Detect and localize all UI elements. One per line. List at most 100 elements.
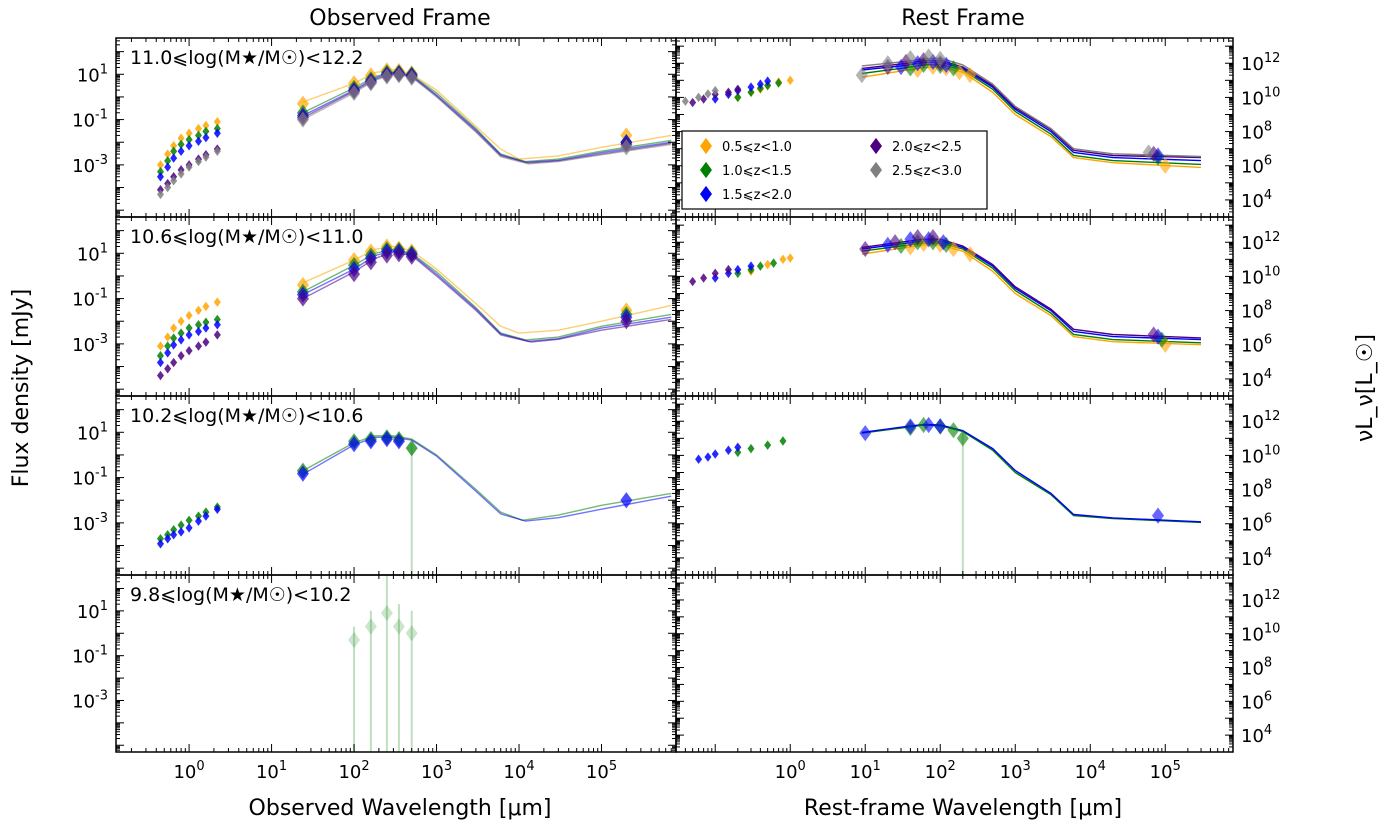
data-point bbox=[164, 182, 172, 193]
data-point bbox=[392, 618, 405, 635]
data-point bbox=[156, 341, 164, 351]
x-tick-label: 104 bbox=[1075, 759, 1106, 783]
model-line bbox=[861, 242, 1202, 344]
y-axis-label-right: νL_ν[L_☉] bbox=[1353, 334, 1378, 442]
model-line bbox=[861, 244, 1202, 346]
y-tick-label-exponent: 1 bbox=[100, 420, 108, 435]
data-point bbox=[900, 53, 913, 70]
y-tick-label-exponent: 10 bbox=[1264, 443, 1281, 458]
observed-panel-3: 101 10-1 10-3 10.2⩽log(M★/M☉)<10.6 bbox=[72, 395, 677, 576]
data-point bbox=[904, 49, 917, 67]
data-point bbox=[202, 120, 210, 131]
panel-label: 10.6⩽log(M★/M☉)<11.0 bbox=[130, 226, 364, 248]
data-point bbox=[296, 95, 309, 112]
observed-data bbox=[156, 238, 672, 381]
data-point bbox=[620, 313, 633, 330]
data-point bbox=[922, 416, 935, 434]
data-point bbox=[711, 268, 719, 279]
y-tick-label-exponent: -1 bbox=[95, 108, 108, 123]
data-point bbox=[170, 175, 178, 186]
y-tick-label-exponent: 12 bbox=[1264, 51, 1281, 66]
data-point bbox=[202, 511, 210, 521]
data-point bbox=[711, 449, 719, 459]
data-point bbox=[940, 56, 953, 73]
y-tick-label: 10-1 bbox=[72, 108, 108, 132]
data-point bbox=[734, 447, 742, 458]
data-point bbox=[185, 162, 193, 172]
rest-data bbox=[689, 228, 1202, 353]
x-tick-label-exponent: 0 bbox=[196, 759, 204, 774]
legend-marker bbox=[700, 161, 712, 179]
x-tick-label: 100 bbox=[775, 759, 806, 783]
data-point bbox=[964, 246, 977, 263]
data-point bbox=[704, 452, 712, 462]
data-point bbox=[185, 523, 193, 533]
data-point bbox=[947, 422, 960, 439]
data-point bbox=[177, 316, 185, 326]
data-point bbox=[202, 126, 210, 137]
data-point bbox=[620, 139, 633, 156]
data-point bbox=[689, 276, 697, 287]
data-point bbox=[202, 301, 210, 312]
data-point bbox=[170, 524, 178, 535]
data-point bbox=[956, 430, 969, 447]
x-tick-label: 103 bbox=[421, 759, 452, 783]
x-tick-label: 101 bbox=[256, 759, 287, 783]
data-point bbox=[934, 418, 947, 435]
y-tick-label: 1010 bbox=[1241, 264, 1280, 288]
y-tick-label: 108 bbox=[1241, 656, 1272, 680]
data-point bbox=[747, 82, 755, 92]
data-point bbox=[213, 297, 221, 307]
data-point bbox=[620, 492, 633, 509]
observed-panel-2: 101 10-1 10-3 10.6⩽log(M★/M☉)<11.0 bbox=[72, 216, 677, 397]
y-tick-label: 106 bbox=[1241, 512, 1272, 536]
data-point bbox=[185, 310, 193, 321]
data-point bbox=[194, 341, 202, 351]
y-tick-label: 108 bbox=[1241, 120, 1272, 144]
data-point bbox=[213, 504, 221, 514]
y-tick-label-exponent: -1 bbox=[95, 644, 108, 659]
axes-frame bbox=[675, 395, 1234, 576]
model-line bbox=[302, 435, 672, 522]
y-tick-label: 1012 bbox=[1241, 230, 1280, 254]
y-tick-label-exponent: 1 bbox=[100, 599, 108, 614]
data-point bbox=[177, 351, 185, 361]
y-tick-label-exponent: 6 bbox=[1264, 333, 1272, 348]
y-tick-label-exponent: 12 bbox=[1264, 230, 1281, 245]
data-point bbox=[700, 273, 708, 283]
x-tick-label-exponent: 3 bbox=[1023, 759, 1031, 774]
data-point bbox=[405, 440, 418, 457]
y-tick-label-exponent: -1 bbox=[95, 287, 108, 302]
x-tick-label: 105 bbox=[1150, 759, 1181, 783]
data-point bbox=[917, 52, 930, 69]
data-point bbox=[1142, 144, 1155, 161]
column-title-rest: Rest Frame bbox=[901, 6, 1024, 31]
data-point bbox=[213, 330, 221, 340]
data-point bbox=[213, 320, 221, 330]
observed-panel-1: 101 10-1 10-3 11.0⩽log(M★/M☉)<12.2 bbox=[72, 37, 677, 218]
data-point bbox=[202, 152, 210, 162]
data-point bbox=[911, 228, 924, 246]
data-point bbox=[202, 323, 210, 333]
data-point bbox=[734, 264, 742, 275]
data-point bbox=[202, 132, 210, 143]
data-point bbox=[296, 290, 309, 307]
data-point bbox=[170, 141, 178, 151]
y-tick-label: 10-3 bbox=[72, 511, 108, 535]
rest-data bbox=[695, 416, 1202, 575]
data-point bbox=[170, 340, 178, 350]
legend: 0.5⩽z<1.0 2.0⩽z<2.5 1.0⩽z<1.5 2.5⩽z<3.0 1.5⩽… bbox=[681, 130, 988, 210]
y-axis-label-left: Flux density [mJy] bbox=[9, 289, 34, 487]
data-point bbox=[855, 67, 868, 84]
data-point bbox=[170, 146, 178, 156]
data-point bbox=[348, 266, 361, 283]
y-tick-label-exponent: -1 bbox=[95, 466, 108, 481]
data-point bbox=[202, 337, 210, 347]
data-point bbox=[764, 259, 772, 270]
x-tick-label-exponent: 4 bbox=[1098, 759, 1106, 774]
data-point bbox=[734, 442, 742, 452]
data-point bbox=[213, 128, 221, 138]
